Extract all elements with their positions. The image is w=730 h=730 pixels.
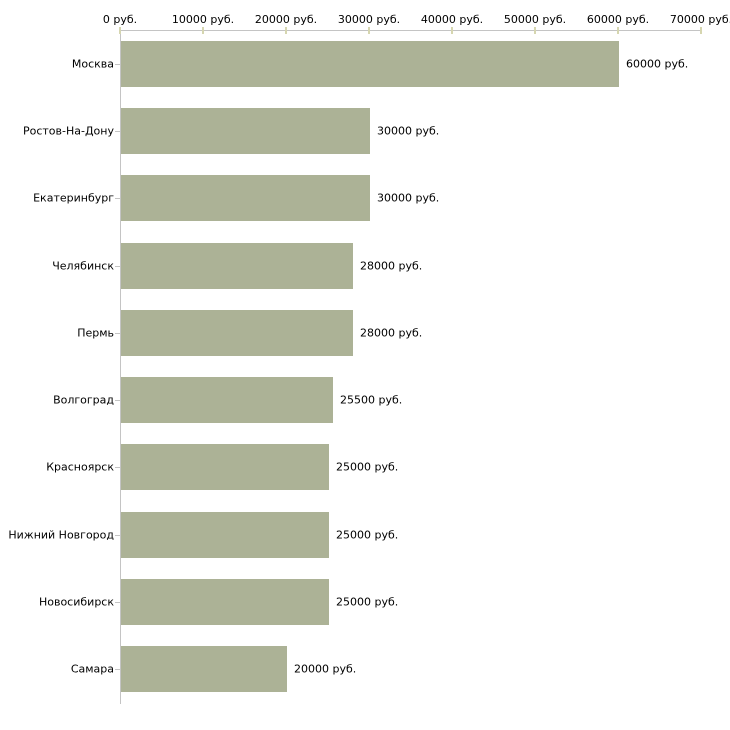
x-axis-tick xyxy=(617,27,619,34)
category-label: Нижний Новгород xyxy=(8,528,114,542)
value-label: 25000 руб. xyxy=(336,528,399,542)
y-axis-tick xyxy=(115,602,120,604)
category-label: Самара xyxy=(70,662,114,676)
category-label: Новосибирск xyxy=(38,595,114,609)
x-axis-tick xyxy=(451,27,453,34)
category-label: Екатеринбург xyxy=(33,191,114,205)
bar xyxy=(121,242,353,289)
y-axis-tick xyxy=(115,265,120,267)
x-axis-tick-label: 70000 руб. xyxy=(669,13,730,26)
x-axis-tick-label: 60000 руб. xyxy=(586,13,650,26)
bar xyxy=(121,175,370,222)
value-label: 20000 руб. xyxy=(294,662,357,676)
y-axis-tick xyxy=(115,467,120,469)
x-axis-tick xyxy=(119,27,121,34)
x-axis-tick-label: 20000 руб. xyxy=(254,13,318,26)
value-label: 30000 руб. xyxy=(377,124,440,138)
x-axis-tick xyxy=(202,27,204,34)
category-label: Волгоград xyxy=(53,393,114,407)
bar xyxy=(121,40,619,87)
bar xyxy=(121,107,370,154)
value-label: 25500 руб. xyxy=(340,393,403,407)
x-axis-tick xyxy=(534,27,536,34)
x-axis-tick-label: 30000 руб. xyxy=(337,13,401,26)
value-label: 28000 руб. xyxy=(360,326,423,340)
bar-row: Новосибирск 25000 руб. xyxy=(0,568,730,635)
category-label: Ростов-На-Дону xyxy=(22,124,114,138)
x-axis-tick-label: 10000 руб. xyxy=(171,13,235,26)
bar-row: Челябинск 28000 руб. xyxy=(0,232,730,299)
bar xyxy=(121,444,329,491)
y-axis-tick xyxy=(115,400,120,402)
bar-row: Красноярск 25000 руб. xyxy=(0,434,730,501)
bar-row: Москва 60000 руб. xyxy=(0,30,730,97)
value-label: 30000 руб. xyxy=(377,191,440,205)
y-axis-line xyxy=(120,30,121,704)
bar xyxy=(121,511,329,558)
bar-row: Екатеринбург 30000 руб. xyxy=(0,165,730,232)
y-axis-tick xyxy=(115,63,120,65)
x-axis-tick-label: 40000 руб. xyxy=(420,13,484,26)
y-axis-tick xyxy=(115,332,120,334)
x-axis-tick xyxy=(368,27,370,34)
bar xyxy=(121,309,353,356)
value-label: 25000 руб. xyxy=(336,460,399,474)
x-axis-line xyxy=(120,30,702,31)
x-axis-tick-label: 0 руб. xyxy=(102,13,138,26)
bar xyxy=(121,579,329,626)
category-label: Челябинск xyxy=(52,259,114,273)
bar-row: Нижний Новгород 25000 руб. xyxy=(0,501,730,568)
bar xyxy=(121,377,333,424)
plot-area: Москва 60000 руб. Ростов-На-Дону 30000 р… xyxy=(0,30,730,703)
bar-row: Волгоград 25500 руб. xyxy=(0,366,730,433)
y-axis-tick xyxy=(115,130,120,132)
value-label: 28000 руб. xyxy=(360,259,423,273)
y-axis-tick xyxy=(115,198,120,200)
y-axis-tick xyxy=(115,534,120,536)
x-axis-tick xyxy=(700,27,702,34)
value-label: 25000 руб. xyxy=(336,595,399,609)
category-label: Пермь xyxy=(77,326,114,340)
x-axis-tick-label: 50000 руб. xyxy=(503,13,567,26)
x-axis-tick xyxy=(285,27,287,34)
bar xyxy=(121,646,287,693)
y-axis-tick xyxy=(115,669,120,671)
bar-row: Пермь 28000 руб. xyxy=(0,299,730,366)
bar-row: Самара 20000 руб. xyxy=(0,636,730,703)
category-label: Москва xyxy=(71,57,114,71)
category-label: Красноярск xyxy=(46,460,114,474)
bar-row: Ростов-На-Дону 30000 руб. xyxy=(0,97,730,164)
value-label: 60000 руб. xyxy=(626,57,689,71)
